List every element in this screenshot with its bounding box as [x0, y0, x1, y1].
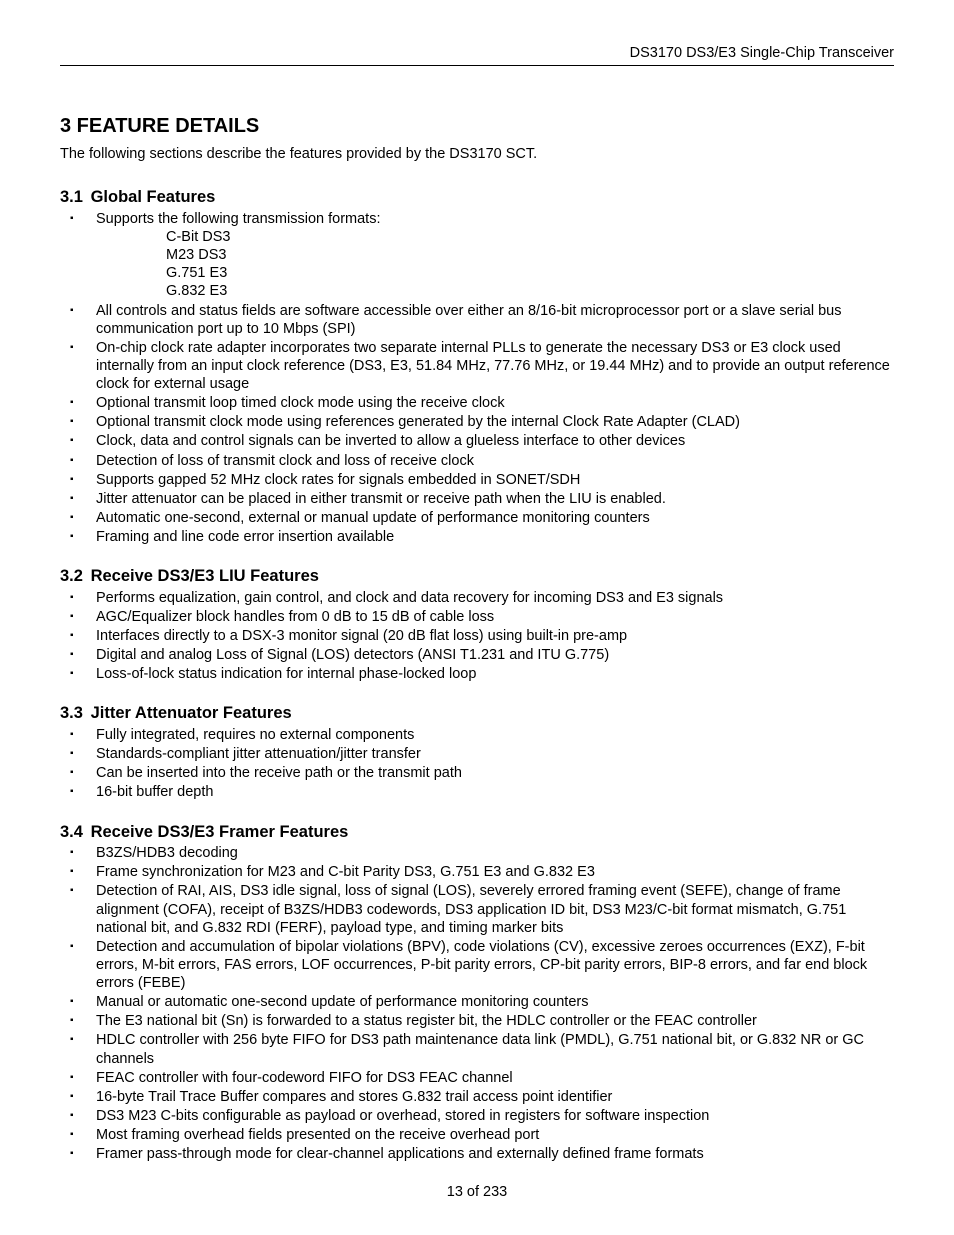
- list-item: 16-byte Trail Trace Buffer compares and …: [70, 1088, 894, 1106]
- section-number: 3.3: [60, 703, 86, 724]
- list-item: Performs equalization, gain control, and…: [70, 589, 894, 607]
- list-item: Detection of loss of transmit clock and …: [70, 452, 894, 470]
- page-header: DS3170 DS3/E3 Single-Chip Transceiver: [60, 44, 894, 66]
- list-item: The E3 national bit (Sn) is forwarded to…: [70, 1012, 894, 1030]
- list-item: Digital and analog Loss of Signal (LOS) …: [70, 646, 894, 664]
- list-item: HDLC controller with 256 byte FIFO for D…: [70, 1031, 894, 1067]
- list-item: Clock, data and control signals can be i…: [70, 432, 894, 450]
- list-item: Detection and accumulation of bipolar vi…: [70, 938, 894, 992]
- list-item: FEAC controller with four-codeword FIFO …: [70, 1069, 894, 1087]
- list-item: AGC/Equalizer block handles from 0 dB to…: [70, 608, 894, 626]
- section-heading: 3.2 Receive DS3/E3 LIU Features: [60, 566, 894, 587]
- section-heading: 3.1 Global Features: [60, 187, 894, 208]
- list-item: Jitter attenuator can be placed in eithe…: [70, 490, 894, 508]
- section-number: 3.2: [60, 566, 86, 587]
- sub-item: C-Bit DS3: [166, 228, 894, 246]
- list-item: On-chip clock rate adapter incorporates …: [70, 339, 894, 393]
- feature-list: Supports the following transmission form…: [60, 210, 894, 546]
- feature-list: Performs equalization, gain control, and…: [60, 589, 894, 684]
- list-item: Optional transmit clock mode using refer…: [70, 413, 894, 431]
- section-title: Receive DS3/E3 LIU Features: [91, 567, 319, 585]
- list-item: DS3 M23 C-bits configurable as payload o…: [70, 1107, 894, 1125]
- list-item: Framer pass-through mode for clear-chann…: [70, 1145, 894, 1163]
- page-footer: 13 of 233: [60, 1183, 894, 1201]
- list-item: 16-bit buffer depth: [70, 783, 894, 801]
- list-item: Loss-of-lock status indication for inter…: [70, 665, 894, 683]
- list-item-text: Supports the following transmission form…: [96, 211, 381, 227]
- list-item: Framing and line code error insertion av…: [70, 528, 894, 546]
- section-title: Jitter Attenuator Features: [91, 704, 292, 722]
- list-item: Standards-compliant jitter attenuation/j…: [70, 745, 894, 763]
- list-item: Optional transmit loop timed clock mode …: [70, 394, 894, 412]
- section-title: Global Features: [91, 188, 216, 206]
- sub-item: G.751 E3: [166, 264, 894, 282]
- feature-list: B3ZS/HDB3 decoding Frame synchronization…: [60, 844, 894, 1163]
- section-heading: 3.3 Jitter Attenuator Features: [60, 703, 894, 724]
- list-item: Supports the following transmission form…: [70, 210, 894, 301]
- sub-item: M23 DS3: [166, 246, 894, 264]
- sub-list: C-Bit DS3 M23 DS3 G.751 E3 G.832 E3: [96, 228, 894, 301]
- feature-list: Fully integrated, requires no external c…: [60, 726, 894, 802]
- list-item: Supports gapped 52 MHz clock rates for s…: [70, 471, 894, 489]
- section-number: 3.1: [60, 187, 86, 208]
- list-item: Fully integrated, requires no external c…: [70, 726, 894, 744]
- section-number: 3.4: [60, 822, 86, 843]
- list-item: Most framing overhead fields presented o…: [70, 1126, 894, 1144]
- list-item: Interfaces directly to a DSX-3 monitor s…: [70, 627, 894, 645]
- intro-text: The following sections describe the feat…: [60, 145, 894, 163]
- list-item: B3ZS/HDB3 decoding: [70, 844, 894, 862]
- list-item: All controls and status fields are softw…: [70, 302, 894, 338]
- list-item: Can be inserted into the receive path or…: [70, 764, 894, 782]
- list-item: Manual or automatic one-second update of…: [70, 993, 894, 1011]
- list-item: Automatic one-second, external or manual…: [70, 509, 894, 527]
- section-title: Receive DS3/E3 Framer Features: [91, 823, 349, 841]
- section-heading: 3.4 Receive DS3/E3 Framer Features: [60, 822, 894, 843]
- page-title: 3 FEATURE DETAILS: [60, 114, 894, 139]
- list-item: Detection of RAI, AIS, DS3 idle signal, …: [70, 882, 894, 936]
- list-item: Frame synchronization for M23 and C-bit …: [70, 863, 894, 881]
- sub-item: G.832 E3: [166, 282, 894, 300]
